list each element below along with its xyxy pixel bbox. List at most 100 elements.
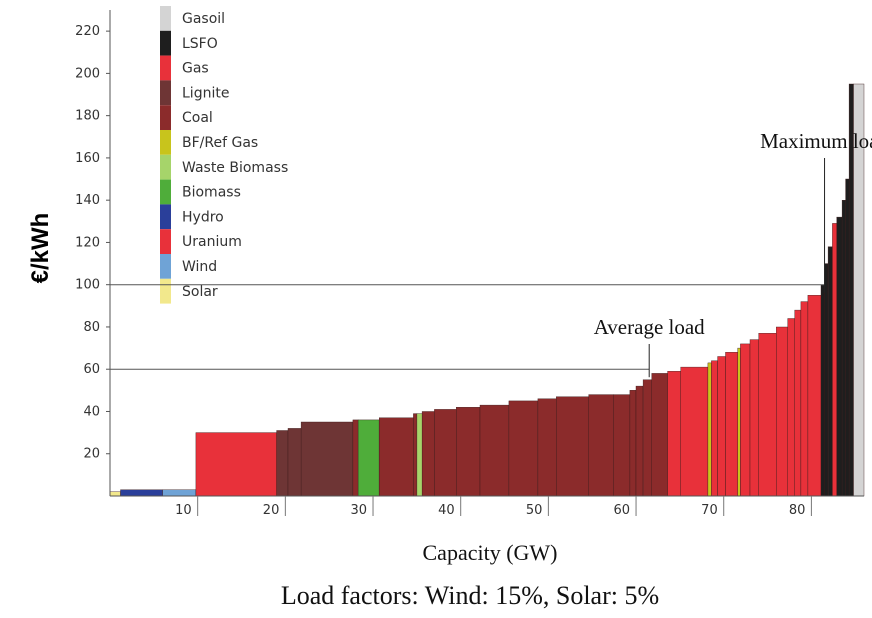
bar-gas-34 xyxy=(758,333,777,497)
bar-coal-12 xyxy=(421,411,435,497)
bar-gas-30 xyxy=(725,352,739,497)
y-tick-label-180: 180 xyxy=(75,109,100,124)
legend-label-uranium: Uranium xyxy=(182,234,242,250)
bar-lignite-5 xyxy=(287,428,302,497)
bar-lsfo-41 xyxy=(824,263,829,497)
x-axis-label: Capacity (GW) xyxy=(423,540,558,565)
bar-bf-ref-gas-27 xyxy=(707,362,712,497)
bar-coal-19 xyxy=(588,394,614,497)
x-tick-label-30: 30 xyxy=(350,503,367,518)
bar-coal-18 xyxy=(556,396,589,497)
bar-waste-biomass-11 xyxy=(416,413,423,497)
y-tick-label-200: 200 xyxy=(75,66,100,81)
legend-swatch-coal xyxy=(160,105,171,130)
bar-gas-35 xyxy=(776,326,788,497)
y-tick-label-80: 80 xyxy=(83,320,100,335)
bar-gas-36 xyxy=(787,318,795,497)
bar-bf-ref-gas-31 xyxy=(737,347,741,497)
legend-label-coal: Coal xyxy=(182,110,213,126)
caption: Load factors: Wind: 15%, Solar: 5% xyxy=(281,581,659,610)
legend-swatch-gas xyxy=(160,55,171,81)
bar-coal-17 xyxy=(537,398,557,497)
x-tick-label-50: 50 xyxy=(526,503,543,518)
bar-gas-32 xyxy=(740,343,751,497)
bar-gas-37 xyxy=(794,309,802,497)
average-load-label: Average load xyxy=(594,315,705,339)
bar-uranium-3 xyxy=(195,432,277,497)
legend-swatch-solar xyxy=(160,278,171,304)
axes-group: 20 40 60 80 100 120 140 160 180 200 220 10 20 30 40 50 6… xyxy=(75,10,864,518)
x-tick-label-70: 70 xyxy=(701,503,718,518)
x-tick-label-40: 40 xyxy=(438,503,455,518)
bar-wind-2 xyxy=(162,489,197,497)
legend-swatch-lignite xyxy=(160,80,171,106)
bar-gas-38 xyxy=(800,301,809,497)
bar-coal-14 xyxy=(456,407,481,497)
bar-coal-9 xyxy=(379,417,414,497)
bar-coal-21 xyxy=(629,390,637,497)
y-tick-label-120: 120 xyxy=(75,235,100,250)
bar-coal-7 xyxy=(352,419,359,497)
legend-label-lignite: Lignite xyxy=(182,85,229,101)
bar-coal-23 xyxy=(642,379,653,497)
bar-gas-39 xyxy=(807,295,822,497)
bar-lsfo-46 xyxy=(845,178,850,497)
legend-swatch-bf-ref-gas xyxy=(160,130,171,155)
y-tick-label-160: 160 xyxy=(75,151,100,166)
legend-label-gas: Gas xyxy=(182,61,209,77)
bar-coal-15 xyxy=(479,404,510,497)
bar-gas-26 xyxy=(680,366,709,497)
y-tick-label-220: 220 xyxy=(75,24,100,39)
y-tick-label-40: 40 xyxy=(83,404,100,419)
legend-label-wind: Wind xyxy=(182,259,217,275)
legend-swatch-hydro xyxy=(160,204,171,230)
bar-gas-25 xyxy=(667,371,681,497)
legend-label-solar: Solar xyxy=(182,284,218,300)
legend-label-lsfo: LSFO xyxy=(182,36,218,52)
bar-lsfo-45 xyxy=(841,199,846,497)
legend-swatch-waste-biomass xyxy=(160,154,171,180)
bar-biomass-8 xyxy=(357,419,380,497)
x-tick-label-80: 80 xyxy=(789,503,806,518)
bar-gas-28 xyxy=(711,360,718,497)
y-tick-label-60: 60 xyxy=(83,362,100,377)
bar-lsfo-40 xyxy=(820,284,825,497)
bar-gas-33 xyxy=(749,339,760,497)
x-tick-label-20: 20 xyxy=(263,503,280,518)
y-tick-label-20: 20 xyxy=(83,447,100,462)
y-tick-label-140: 140 xyxy=(75,193,100,208)
legend-swatch-biomass xyxy=(160,179,171,205)
legend-swatch-lsfo xyxy=(160,30,171,56)
y-tick-label-100: 100 xyxy=(75,278,100,293)
legend-label-hydro: Hydro xyxy=(182,209,224,225)
bar-solar-0 xyxy=(109,491,121,497)
bars-group xyxy=(109,83,865,497)
legend-label-waste-biomass: Waste Biomass xyxy=(182,160,288,176)
bar-coal-16 xyxy=(508,400,538,497)
legend-swatch-wind xyxy=(160,254,171,279)
legend-label-biomass: Biomass xyxy=(182,185,241,201)
bar-coal-10 xyxy=(413,413,418,497)
bar-coal-22 xyxy=(635,385,644,497)
bar-coal-20 xyxy=(613,394,631,497)
x-tick-label-10: 10 xyxy=(175,503,192,518)
bar-coal-24 xyxy=(651,373,668,497)
bar-lignite-6 xyxy=(300,421,354,497)
bar-gas-43 xyxy=(832,223,838,497)
x-tick-label-60: 60 xyxy=(613,503,630,518)
legend-label-gasoil: Gasoil xyxy=(182,11,225,27)
maximum-load-label: Maximum load xyxy=(760,129,872,153)
bar-hydro-1 xyxy=(120,489,163,497)
bar-lsfo-42 xyxy=(827,246,833,497)
bar-gas-29 xyxy=(717,356,726,497)
y-axis-label: €/kWh xyxy=(27,213,54,284)
bar-lsfo-44 xyxy=(836,216,843,497)
annotations-group: Average load Maximum load xyxy=(110,129,872,378)
bar-lignite-4 xyxy=(276,430,289,497)
legend: Gasoil LSFO Gas Lignite Coal BF/Ref Gas Waste … xyxy=(160,6,288,304)
legend-swatch-uranium xyxy=(160,229,171,254)
legend-swatch-gasoil xyxy=(160,6,171,31)
bar-coal-13 xyxy=(434,409,457,497)
legend-label-bf-ref-gas: BF/Ref Gas xyxy=(182,135,258,151)
